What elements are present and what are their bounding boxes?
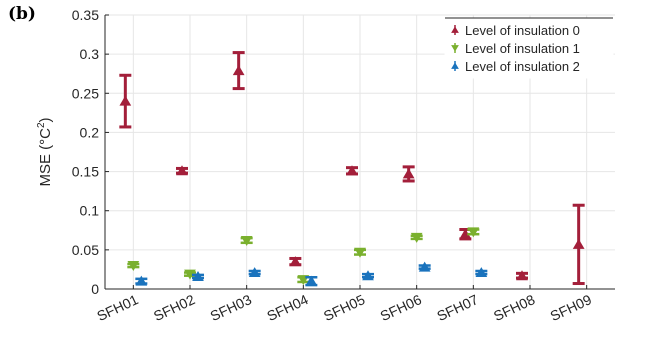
x-tick-label: SFH01 — [94, 291, 140, 324]
data-point — [127, 261, 140, 272]
data-point — [240, 235, 253, 246]
data-point — [135, 275, 148, 286]
x-tick-label: SFH05 — [321, 291, 367, 324]
y-tick-label: 0.2 — [80, 124, 100, 140]
data-point — [346, 165, 358, 176]
data-point — [475, 267, 488, 278]
y-tick-label: 0.25 — [72, 85, 99, 101]
legend-label: Level of insulation 0 — [465, 23, 580, 38]
y-tick-label: 0.15 — [72, 164, 99, 180]
data-point — [467, 227, 480, 238]
x-tick-label: SFH06 — [378, 291, 424, 324]
legend-label: Level of insulation 2 — [465, 59, 580, 74]
x-tick-label: SFH07 — [434, 291, 480, 324]
data-point — [119, 95, 132, 106]
x-tick-label: SFH02 — [151, 291, 197, 324]
data-point — [176, 165, 188, 176]
data-point — [418, 261, 431, 272]
y-tick-label: 0.3 — [80, 46, 100, 62]
legend-marker — [451, 26, 459, 33]
y-tick-label: 0.35 — [72, 7, 99, 23]
panel-label: (b) — [8, 4, 36, 24]
data-point — [289, 256, 302, 267]
data-point — [305, 275, 318, 286]
x-tick-label: SFH04 — [264, 291, 310, 324]
data-point — [362, 270, 374, 281]
data-point — [248, 267, 261, 278]
legend-marker — [451, 62, 459, 69]
legend-marker — [451, 45, 459, 52]
y-tick-label: 0.1 — [80, 203, 100, 219]
y-tick-label: 0.05 — [72, 242, 99, 258]
data-point — [410, 232, 423, 243]
y-tick-label: 0 — [91, 281, 99, 297]
data-point — [516, 270, 528, 281]
legend-label: Level of insulation 1 — [465, 41, 580, 56]
legend-box — [444, 17, 614, 79]
data-point — [232, 65, 245, 76]
data-point — [192, 270, 204, 281]
data-point — [572, 238, 585, 249]
x-tick-label: SFH09 — [548, 291, 594, 324]
data-point — [354, 247, 366, 258]
y-axis-label: MSE (°C2) — [36, 117, 54, 186]
x-tick-label: SFH08 — [491, 291, 537, 324]
x-tick-label: SFH03 — [208, 291, 254, 324]
data-point — [402, 168, 415, 179]
